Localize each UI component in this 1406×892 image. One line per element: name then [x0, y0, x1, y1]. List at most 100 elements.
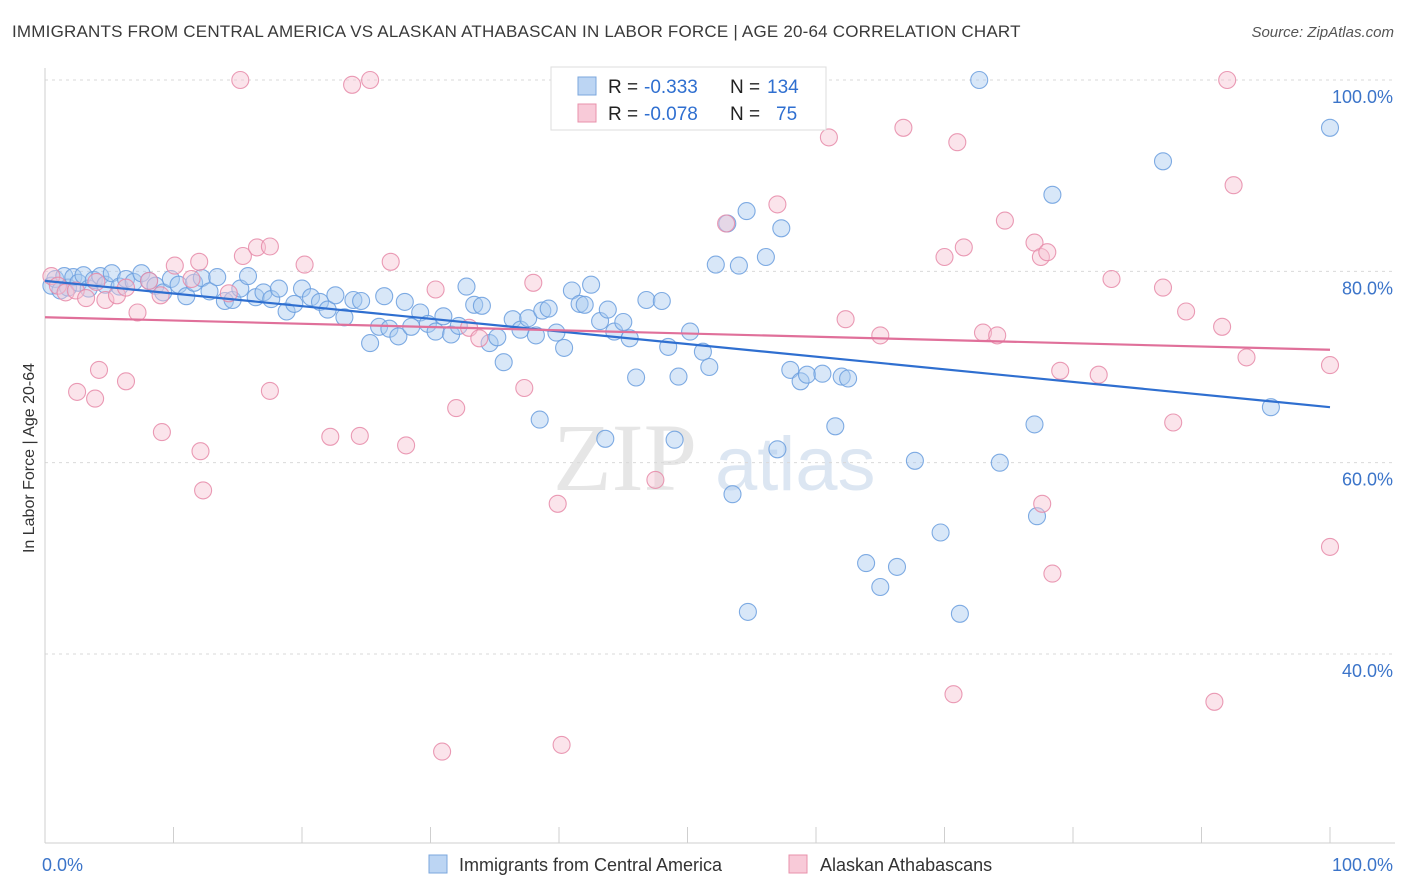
blue-point-92 [737, 202, 756, 221]
y-axis-title: In Labor Force | Age 20-64 [21, 363, 38, 553]
axes [44, 68, 1395, 844]
blue-point-55 [434, 307, 453, 326]
pink-point-53 [995, 211, 1014, 230]
blue-point-82 [637, 290, 656, 310]
pink-point-15 [68, 382, 87, 401]
blue-point-88 [700, 357, 719, 377]
pink-point-64 [1177, 302, 1196, 321]
blue-point-34 [269, 279, 288, 298]
y-tick-label-100: 100.0% [1332, 87, 1393, 107]
blue-point-94 [772, 219, 791, 238]
blue-point-106 [723, 485, 742, 504]
pink-point-69 [1320, 537, 1340, 556]
blue-point-83 [652, 291, 671, 311]
pink-point-47 [894, 118, 913, 137]
blue-point-116 [1025, 415, 1044, 434]
pink-point-19 [152, 423, 171, 442]
blue-point-114 [970, 70, 989, 90]
pink-point-31 [397, 436, 416, 455]
blue-point-115 [990, 453, 1009, 472]
blue-point-79 [614, 312, 633, 332]
pink-point-56 [1038, 243, 1057, 262]
pink-point-73 [231, 70, 250, 90]
blue-point-119 [1153, 152, 1173, 171]
pink-point-62 [1153, 278, 1173, 297]
chart-title: IMMIGRANTS FROM CENTRAL AMERICA VS ALASK… [12, 22, 1021, 41]
blue-point-54 [426, 322, 445, 341]
pink-point-10 [140, 271, 159, 290]
pink-point-4 [77, 289, 96, 308]
blue-point-44 [352, 291, 371, 311]
pink-point-29 [350, 426, 369, 445]
pink-point-18 [116, 372, 136, 391]
blue-point-86 [681, 322, 700, 341]
top-legend: R = -0.333 N = 134 R = -0.078 N = 75 [550, 66, 827, 131]
blue-point-108 [871, 577, 890, 597]
blue-point-113 [950, 604, 969, 623]
pink-point-60 [1089, 365, 1108, 384]
pink-point-35 [470, 329, 489, 348]
trend-lines [44, 279, 1331, 409]
pink-point-40 [433, 742, 452, 761]
blue-point-43 [344, 290, 363, 310]
blue-point-68 [533, 301, 552, 320]
blue-point-50 [395, 292, 414, 311]
blue-point-72 [562, 281, 581, 300]
pink-point-27 [295, 255, 314, 274]
x-tick-label-min: 0.0% [42, 855, 83, 875]
pink-point-17 [89, 360, 109, 379]
pink-point-65 [1218, 70, 1237, 90]
pink-point-44 [819, 128, 838, 147]
blue-point-47 [375, 287, 394, 306]
blue-point-41 [326, 286, 345, 305]
gridlines [45, 79, 1395, 655]
series-athabascan-points [42, 70, 1340, 761]
x-tick-label-max: 100.0% [1332, 855, 1393, 875]
pink-point-36 [515, 378, 534, 398]
pink-point-23 [233, 246, 252, 266]
bottom-legend-label-pink: Alaskan Athabascans [820, 855, 992, 875]
blue-point-121 [1320, 118, 1340, 137]
pink-point-26 [260, 381, 279, 400]
blue-point-118 [1043, 185, 1062, 204]
y-tick-label-40: 40.0% [1342, 661, 1393, 681]
pink-point-74 [343, 75, 362, 94]
pink-point-57 [1033, 494, 1052, 513]
legend-r-value-blue: -0.333 [644, 77, 698, 98]
blue-point-93 [756, 247, 775, 267]
blue-point-81 [627, 368, 646, 387]
pink-point-3 [66, 281, 85, 300]
pink-point-67 [1213, 317, 1232, 336]
legend-r-value-pink: -0.078 [644, 104, 698, 125]
blue-point-71 [555, 338, 574, 357]
pink-point-13 [182, 269, 201, 289]
blue-point-66 [519, 309, 538, 328]
blue-point-62 [488, 328, 507, 347]
blue-point-75 [582, 275, 601, 294]
blue-point-98 [813, 364, 832, 383]
pink-point-72 [1205, 692, 1224, 711]
pink-point-59 [1051, 361, 1070, 380]
pink-point-50 [954, 238, 973, 257]
y-tick-label-80: 80.0% [1342, 278, 1393, 298]
blue-point-102 [596, 429, 615, 448]
blue-point-59 [465, 295, 484, 314]
pink-point-45 [836, 310, 855, 329]
trend-line-central-america [44, 279, 1331, 409]
blue-point-32 [254, 283, 273, 302]
blue-point-69 [539, 299, 558, 318]
blue-point-105 [768, 440, 787, 459]
blue-point-95 [781, 360, 800, 379]
legend-r-label-blue: R = [608, 77, 638, 98]
pink-point-37 [524, 273, 543, 292]
blue-point-120 [1261, 398, 1280, 417]
pink-point-41 [646, 470, 665, 489]
pink-point-6 [96, 290, 115, 310]
pink-point-63 [1164, 413, 1183, 432]
pink-point-46 [871, 326, 890, 345]
pink-point-52 [988, 326, 1007, 345]
series-central-america-points [42, 70, 1340, 623]
pink-point-14 [190, 252, 209, 271]
legend-swatch-pink [577, 103, 597, 123]
